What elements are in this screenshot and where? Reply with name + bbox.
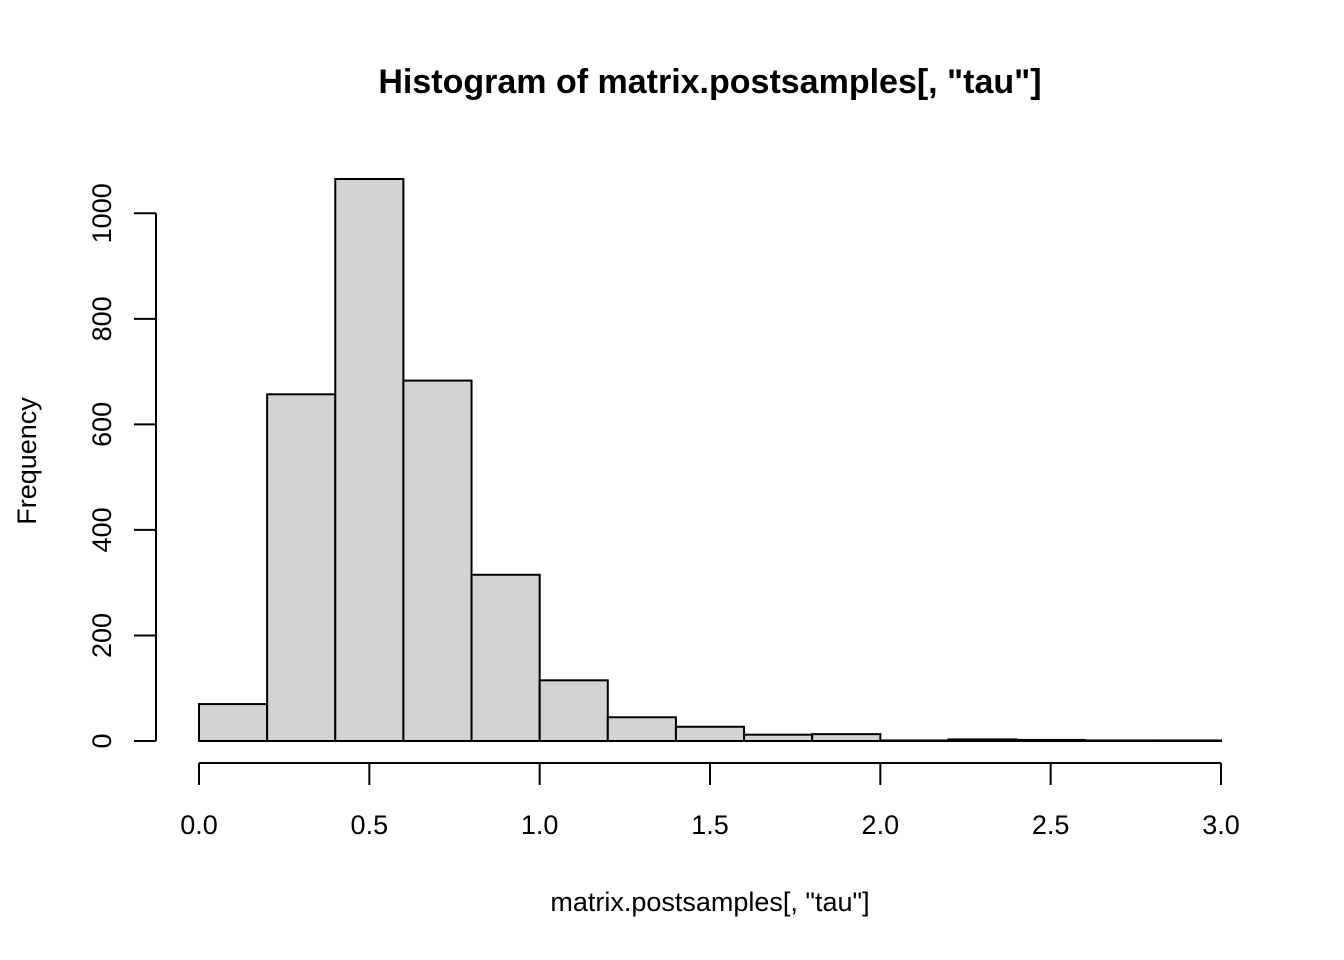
y-tick-label: 400 xyxy=(87,507,117,552)
histogram-bar xyxy=(198,703,269,743)
y-tick-label: 200 xyxy=(87,613,117,658)
histogram-bar xyxy=(947,738,1018,743)
histogram-bar xyxy=(470,573,541,743)
x-tick-label: 0.0 xyxy=(180,810,218,840)
x-axis-label: matrix.postsamples[, "tau"] xyxy=(550,887,869,917)
histogram-bar xyxy=(266,393,337,742)
x-tick-label: 2.0 xyxy=(862,810,900,840)
x-tick-label: 1.0 xyxy=(521,810,559,840)
y-axis-label: Frequency xyxy=(12,397,42,525)
histogram-bar xyxy=(1151,739,1223,742)
y-axis: 0 200 400 600 800 1000 xyxy=(87,183,157,749)
histogram-bar xyxy=(811,733,882,742)
x-axis: 0.0 0.5 1.0 1.5 2.0 2.5 3.0 xyxy=(180,762,1240,840)
histogram-bar xyxy=(402,379,473,742)
x-tick-label: 1.5 xyxy=(691,810,729,840)
histogram-bar xyxy=(743,733,814,742)
histogram-bar xyxy=(334,178,405,742)
histogram-bar xyxy=(606,716,677,743)
x-tick-label: 3.0 xyxy=(1202,810,1240,840)
histogram-bar xyxy=(1015,738,1086,742)
y-tick-label: 600 xyxy=(87,402,117,447)
chart-title: Histogram of matrix.postsamples[, "tau"] xyxy=(378,63,1041,101)
histogram-bar xyxy=(879,739,950,742)
y-tick-label: 0 xyxy=(87,733,117,748)
bars-group xyxy=(198,178,1223,743)
histogram-bar xyxy=(538,679,609,743)
x-tick-label: 0.5 xyxy=(351,810,389,840)
histogram-bar xyxy=(674,725,746,743)
y-tick-label: 1000 xyxy=(87,183,117,243)
x-tick-label: 2.5 xyxy=(1032,810,1070,840)
y-tick-label: 800 xyxy=(87,296,117,341)
histogram-bar xyxy=(1083,739,1154,742)
